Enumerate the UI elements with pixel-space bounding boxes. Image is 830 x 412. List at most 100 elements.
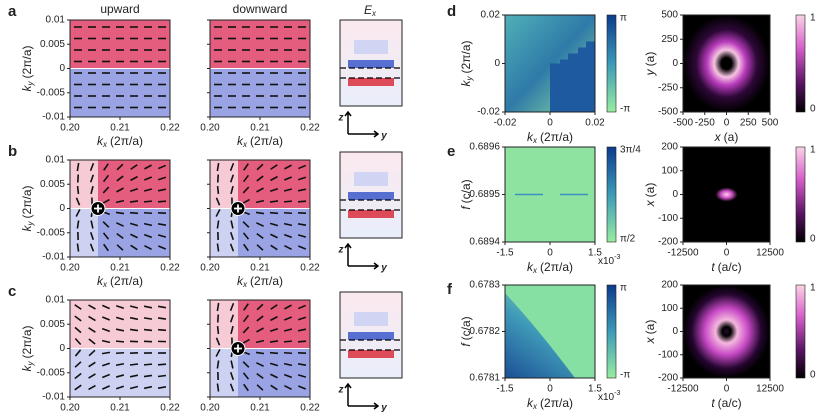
x-tick-label: 250 [740,118,757,129]
axis-label: x(a) [643,320,657,345]
field-lobe [348,332,394,340]
y-tick-label: 0.6783 [469,280,500,291]
x-tick-label: 0 [547,384,553,395]
singularity-plus [94,204,102,213]
y-tick-label: 200 [661,280,678,291]
axis-name: y [380,131,387,142]
polarization-dash [74,384,82,391]
plot-frame [339,291,403,379]
polarization-dash [255,211,265,215]
axis-label-text: kx (2π/a) [97,274,143,289]
axis-subscript: x [532,266,538,275]
x-tick-label: -250 [695,118,715,129]
polarization-dash [103,243,109,252]
y-tick-label: -0.005 [37,87,66,98]
y-tick-label: 0 [59,203,65,214]
polarization-dash [143,385,153,390]
polarization-dash [284,384,292,391]
axis-name: z [338,385,344,396]
y-tick-label: 250 [661,34,678,45]
x-tick-label: 0.21 [110,123,130,134]
y-tick-label: 0.6781 [469,373,500,384]
polarization-dash [284,244,292,251]
axis-subscript: y [26,220,35,226]
polarization-dash [115,385,125,390]
polarization-dash [157,188,167,192]
x-tick-label: 0.20 [200,403,220,412]
polarization-dash [157,317,167,320]
axis-label-text: kx (2π/a) [97,134,143,149]
y-tick-label: 0 [59,343,65,354]
axis-label: f (c/a) [459,179,473,209]
polarization-dash [256,384,264,391]
colorbar [606,146,617,243]
polarization-dash [115,362,125,367]
x-tick-label: 0.22 [160,403,180,412]
polarization-dash [129,200,139,203]
polarization-dash [242,314,250,323]
y-tick-label: -0.01 [42,112,65,123]
axis-label-text: kx (2π/a) [237,134,283,149]
polarization-dash [243,163,249,171]
column-header: upward [100,2,139,16]
polarization-dash [157,176,167,181]
axis-label-text: kx (2π/a) [527,396,573,411]
waveguide-outline [340,199,402,211]
x-tick-label: 0.22 [300,263,320,274]
y-tick-label: 0.02 [481,10,501,21]
colorbar-label: 1 [810,145,816,156]
axis-label-text: y(a) [643,52,657,77]
x-tick-label: 0 [724,248,730,259]
polarization-dash [229,371,235,381]
y-tick-label: 0.005 [40,179,65,190]
x-tick-label: 0 [724,118,730,129]
colorbar-label: 0 [810,370,816,381]
axis-label: ky(2π/a) [20,326,35,372]
polarization-dash [297,328,307,332]
y-tick-label: 0 [59,63,65,74]
polarization-dash [256,327,264,333]
polarization-dash [270,244,278,251]
polarization-dash [256,362,264,367]
x-tick-label: 0.21 [110,263,130,274]
x-tick-label: 0.22 [160,123,180,134]
polarization-dash [115,199,125,204]
polarization-dash [115,340,125,343]
y-tick-label: 500 [661,10,678,21]
polarization-dash [74,315,82,322]
polarization-dash [157,386,167,389]
polarization-dash [115,374,125,378]
polarization-dash [129,305,139,309]
polarization-dash [76,220,80,229]
polarization-dash [116,187,124,193]
x-tick-label: 0.20 [60,403,80,412]
polarization-dash [88,327,96,333]
y-tick-label: -0.005 [37,227,66,238]
y-tick-label: -0.01 [42,392,65,403]
polarization-dash [269,340,279,343]
axis-label: kx (2π/a) [97,134,143,149]
axis-label-text: kx (2π/a) [237,274,283,289]
y-tick-label: 0.6894 [469,237,500,248]
polarization-dash [256,303,264,311]
polarization-dash [215,337,221,346]
axis-label: x(a) [643,183,657,208]
polarization-dash [283,233,293,239]
y-tick-label: 0 [672,58,678,69]
polarization-dash [297,363,307,366]
axis-subscript: x [242,140,248,149]
colorbar-label: 1 [810,13,816,24]
polarization-dash [298,164,306,170]
panel-label: f [447,281,453,298]
polarization-dash [270,384,278,391]
axis-label: kx (2π/a) [237,274,283,289]
x-tick-label: 0.21 [250,123,270,134]
plot-frame [339,151,403,239]
polarization-dash [256,233,264,239]
polarization-dash [143,363,153,366]
polarization-dash [101,316,111,321]
polarization-dash [89,231,95,241]
polarization-dash [102,221,110,228]
axis-unit: (2π/a) [250,274,283,288]
axis-symbol: t [711,260,715,274]
